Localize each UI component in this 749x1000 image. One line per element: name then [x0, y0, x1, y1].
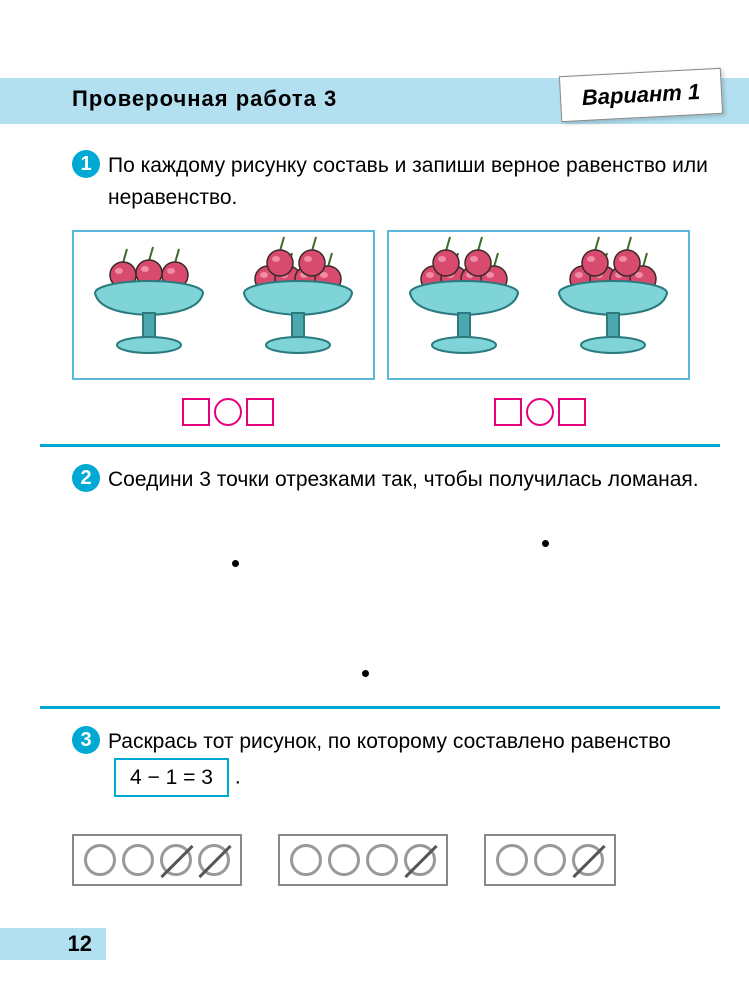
section-divider	[40, 706, 720, 709]
answer-square[interactable]	[494, 398, 522, 426]
crossed-circle-icon	[572, 844, 604, 876]
dots-area[interactable]	[72, 540, 712, 700]
fruit-bowl-icon	[79, 235, 219, 365]
answer-square[interactable]	[182, 398, 210, 426]
connect-dot[interactable]	[362, 670, 369, 677]
task-3-badge: 3	[72, 726, 100, 754]
page-number-bar: 12	[0, 928, 106, 960]
fruit-panel	[387, 230, 690, 380]
task-1-text: По каждому рисунку составь и запиши верн…	[108, 150, 712, 213]
page-number: 12	[68, 931, 92, 957]
answer-circle[interactable]	[214, 398, 242, 426]
section-divider	[40, 444, 720, 447]
variant-tab: Вариант 1	[559, 68, 723, 122]
circle-icon	[328, 844, 360, 876]
equation-box: 4 − 1 = 3	[114, 758, 229, 798]
circle-panel[interactable]	[278, 834, 448, 886]
circle-panel[interactable]	[72, 834, 242, 886]
connect-dot[interactable]	[232, 560, 239, 567]
circle-panel[interactable]	[484, 834, 616, 886]
circle-icon	[366, 844, 398, 876]
fruit-panel	[72, 230, 375, 380]
task-2-badge: 2	[72, 464, 100, 492]
task-2-text: Соедини 3 точки отрезками так, чтобы пол…	[108, 464, 699, 496]
crossed-circle-icon	[198, 844, 230, 876]
answer-circle[interactable]	[526, 398, 554, 426]
task-1: 1 По каждому рисунку составь и запиши ве…	[72, 150, 712, 213]
header-title: Проверочная работа 3	[72, 86, 337, 112]
answer-slots-right[interactable]	[494, 398, 586, 426]
fruit-panels	[72, 230, 690, 380]
connect-dot[interactable]	[542, 540, 549, 547]
fruit-bowl-icon	[228, 235, 368, 365]
circle-icon	[534, 844, 566, 876]
answer-slots-left[interactable]	[182, 398, 274, 426]
task-1-badge: 1	[72, 150, 100, 178]
answer-square[interactable]	[558, 398, 586, 426]
variant-label: Вариант 1	[581, 79, 701, 111]
answer-square[interactable]	[246, 398, 274, 426]
task-2: 2 Соедини 3 точки отрезками так, чтобы п…	[72, 464, 712, 496]
fruit-bowl-icon	[394, 235, 534, 365]
task-3: 3 Раскрась тот рисунок, по которому сост…	[72, 726, 712, 797]
task-3-text: Раскрась тот рисунок, по которому состав…	[108, 726, 712, 797]
task-3-text-before: Раскрась тот рисунок, по которому состав…	[108, 730, 671, 753]
circle-icon	[122, 844, 154, 876]
crossed-circle-icon	[160, 844, 192, 876]
circle-icon	[84, 844, 116, 876]
circle-icon	[290, 844, 322, 876]
task-3-text-after: .	[235, 765, 241, 788]
circle-icon	[496, 844, 528, 876]
circle-panels	[72, 834, 616, 886]
crossed-circle-icon	[404, 844, 436, 876]
fruit-bowl-icon	[543, 235, 683, 365]
